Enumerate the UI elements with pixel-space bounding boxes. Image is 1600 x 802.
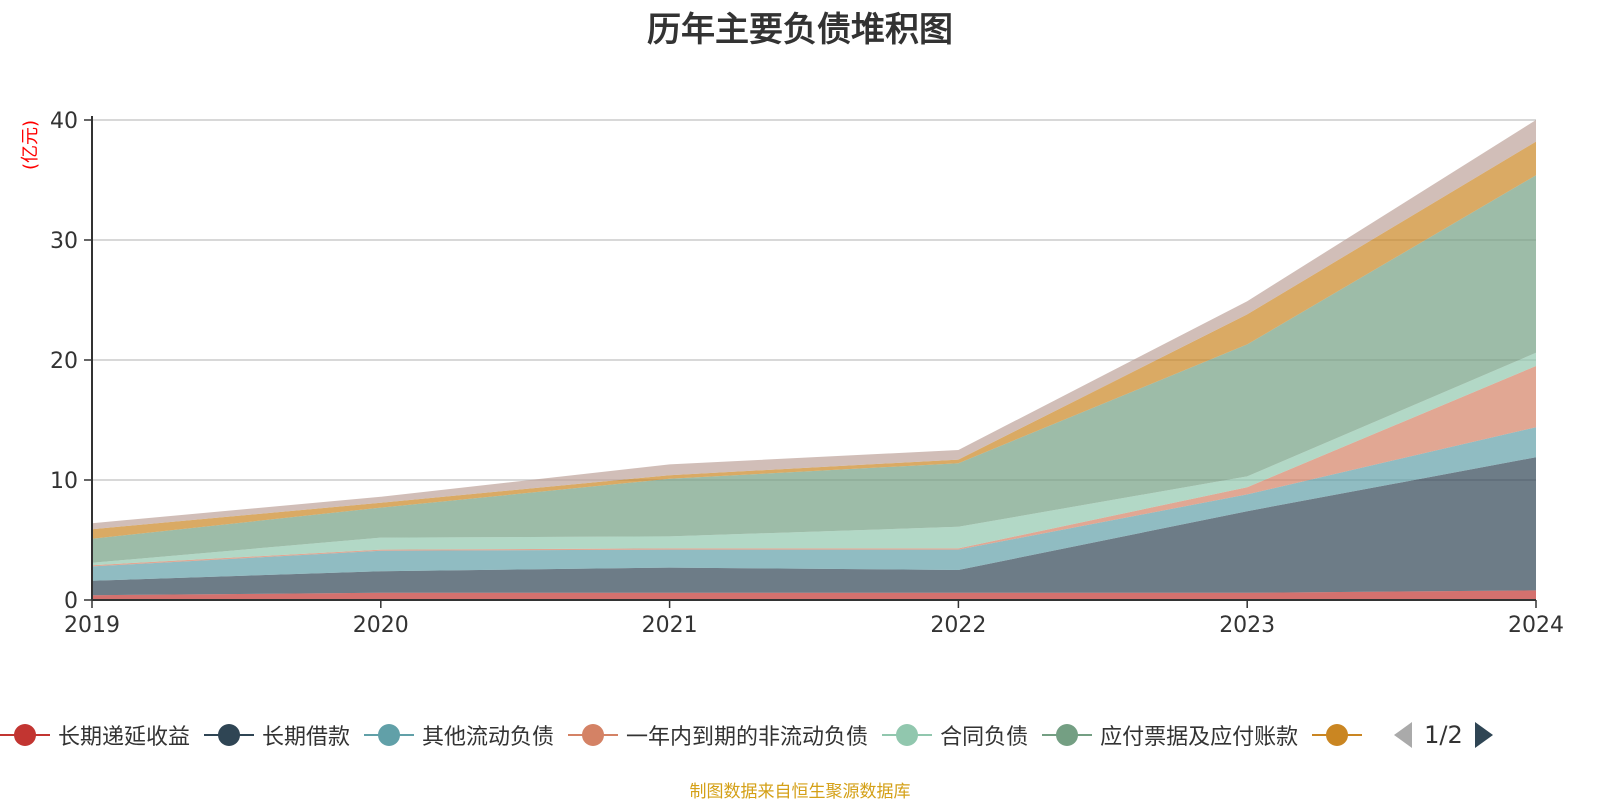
legend: 长期递延收益 长期借款 其他流动负债 一年内到期的非流动负债 合同负债 应付票据及应付账款… — [0, 718, 1600, 752]
legend-marker-icon — [364, 724, 415, 746]
legend-label: 一年内到期的非流动负债 — [626, 725, 869, 750]
area-series-0 — [92, 590, 1536, 600]
stacked-area-chart: 0 10 20 30 40 2019 2020 2021 2022 2023 2024 (亿元) — [20, 109, 1564, 638]
y-tick-label: 40 — [50, 109, 78, 134]
next-page-icon[interactable] — [1473, 720, 1495, 750]
area-series-1 — [92, 457, 1536, 596]
legend-label: 合同负债 — [940, 725, 1029, 750]
legend-label: 其他流动负债 — [422, 725, 555, 750]
legend-item[interactable]: 一年内到期的非流动负债 — [568, 719, 868, 751]
legend-marker-icon — [204, 724, 255, 746]
y-tick-label: 20 — [50, 349, 78, 374]
legend-label: 长期借款 — [262, 725, 351, 750]
x-tick-label: 2022 — [930, 613, 986, 638]
x-tick-label: 2019 — [64, 613, 120, 638]
x-tick-label: 2024 — [1508, 613, 1564, 638]
legend-item[interactable]: 合同负债 — [882, 719, 1028, 751]
legend-item[interactable] — [1312, 720, 1363, 750]
x-tick-label: 2021 — [642, 613, 698, 638]
legend-marker-icon — [1312, 724, 1363, 746]
area-series — [92, 120, 1536, 600]
legend-marker-icon — [1042, 724, 1093, 746]
area-series-6 — [92, 141, 1536, 539]
legend-label: 应付票据及应付账款 — [1100, 725, 1299, 750]
x-tick-label: 2020 — [353, 613, 409, 638]
legend-pager: 1/2 — [1392, 720, 1495, 750]
x-tick-label: 2023 — [1219, 613, 1275, 638]
y-tick-label: 30 — [50, 229, 78, 254]
legend-page-indicator: 1/2 — [1424, 721, 1463, 749]
legend-label: 长期递延收益 — [58, 725, 191, 750]
legend-item[interactable]: 长期借款 — [204, 719, 350, 751]
chart-title: 历年主要负债堆积图 — [647, 10, 953, 50]
y-tick-label: 10 — [50, 469, 78, 494]
source-note: 制图数据来自恒生聚源数据库 — [689, 782, 911, 802]
area-series-5 — [92, 175, 1536, 563]
axes: 0 10 20 30 40 2019 2020 2021 2022 2023 2024 — [50, 109, 1564, 638]
prev-page-icon[interactable] — [1392, 720, 1414, 750]
legend-item[interactable]: 长期递延收益 — [0, 719, 190, 751]
legend-marker-icon — [568, 724, 619, 746]
legend-item[interactable]: 其他流动负债 — [364, 719, 554, 751]
area-series-2 — [92, 427, 1536, 581]
y-axis-label: (亿元) — [20, 120, 41, 170]
legend-marker-icon — [882, 724, 933, 746]
legend-marker-icon — [0, 724, 50, 746]
y-tick-label: 0 — [64, 589, 78, 614]
legend-item[interactable]: 应付票据及应付账款 — [1042, 719, 1298, 751]
